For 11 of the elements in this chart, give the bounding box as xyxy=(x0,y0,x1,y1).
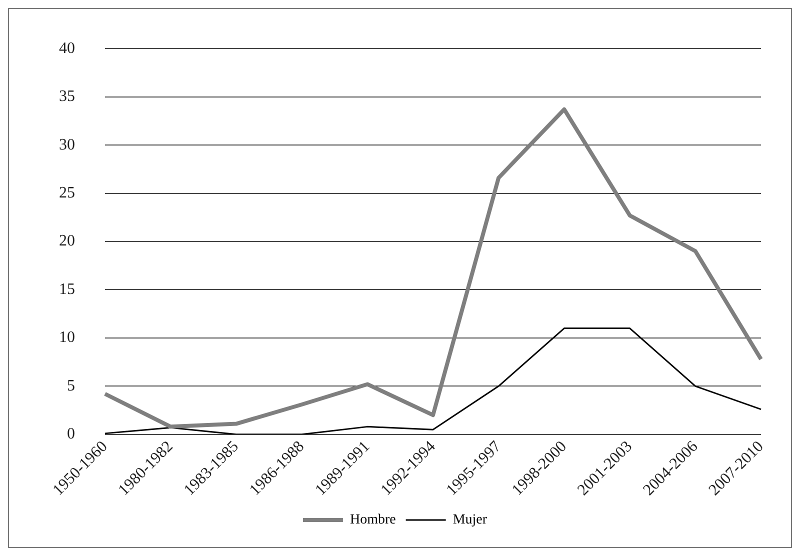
y-tick-label: 10 xyxy=(59,329,75,346)
y-tick-label: 35 xyxy=(59,88,75,106)
y-tick-label: 0 xyxy=(67,426,75,443)
y-tick-label: 5 xyxy=(67,377,75,394)
legend-label: Hombre xyxy=(350,512,396,528)
y-tick-label: 25 xyxy=(59,184,75,202)
y-tick-label: 15 xyxy=(59,280,75,298)
y-tick-label: 40 xyxy=(59,40,75,57)
y-tick-label: 30 xyxy=(59,136,75,154)
y-tick-label: 20 xyxy=(59,232,75,250)
legend-label: Mujer xyxy=(452,512,488,528)
